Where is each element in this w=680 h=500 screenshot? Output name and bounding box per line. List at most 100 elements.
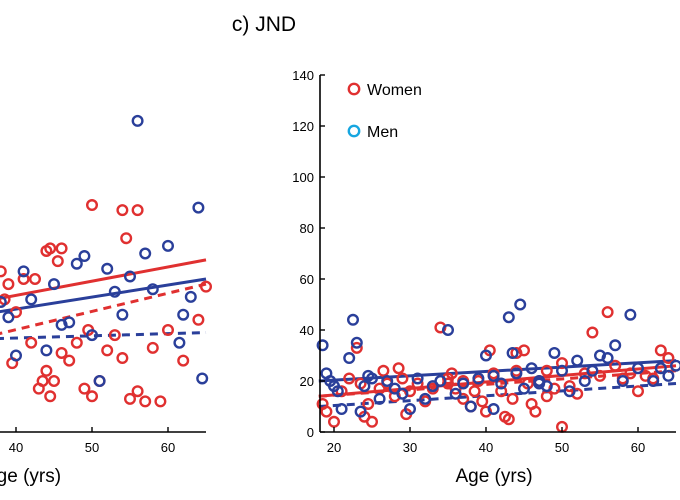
left-point-women (154, 395, 167, 408)
right-point-men (510, 367, 523, 380)
right-point-women (350, 341, 363, 354)
right-x-tick-label: 20 (327, 440, 341, 455)
right-point-men (586, 364, 599, 377)
right-point-men (464, 400, 477, 413)
right-point-women (468, 385, 481, 398)
left-point-men (85, 329, 98, 342)
left-point-women (161, 324, 174, 337)
right-y-tick-label: 140 (292, 68, 314, 83)
right-point-men (381, 375, 394, 388)
left-point-women (192, 313, 205, 326)
left-point-women (139, 395, 152, 408)
right-point-men (350, 336, 363, 349)
right-point-women (476, 395, 489, 408)
left-point-women (78, 382, 91, 395)
left-point-men (146, 283, 159, 296)
right-point-men (654, 362, 667, 375)
right-point-men (601, 352, 614, 365)
right-y-tick-label: 40 (300, 323, 314, 338)
left-point-women (131, 204, 144, 217)
right-x-tick-label: 60 (631, 440, 645, 455)
right-y-tick-label: 80 (300, 221, 314, 236)
right-point-men (556, 364, 569, 377)
left-point-women (101, 344, 114, 357)
left-point-women (116, 204, 129, 217)
chart-title: c) JND (232, 13, 296, 36)
right-point-men (331, 385, 344, 398)
right-point-men (449, 387, 462, 400)
left-point-women (44, 390, 57, 403)
right-point-men (624, 308, 637, 321)
right-point-men (647, 375, 660, 388)
right-point-men (487, 369, 500, 382)
right-point-women (320, 405, 333, 418)
right-point-men (472, 372, 485, 385)
left-point-women (55, 242, 68, 255)
left-point-women (108, 329, 121, 342)
right-point-men (578, 375, 591, 388)
left-point-men (184, 290, 197, 303)
left-point-women (199, 280, 212, 293)
left-point-men (55, 318, 68, 331)
right-x-tick-label: 40 (479, 440, 493, 455)
right-point-men (487, 403, 500, 416)
right-point-women (571, 387, 584, 400)
right-point-women (366, 415, 379, 428)
left-point-women (36, 375, 49, 388)
right-point-women (586, 326, 599, 339)
left-point-men (0, 295, 7, 308)
left-point-men (40, 344, 53, 357)
right-y-tick-label: 100 (292, 170, 314, 185)
right-point-men (662, 369, 675, 382)
right-point-men (335, 403, 348, 416)
right-x-ticks: 20 30 40 50 60 (327, 427, 645, 455)
left-point-women (44, 242, 57, 255)
right-fit-dashed-women (318, 369, 677, 398)
left-point-men (161, 239, 174, 252)
right-point-women (445, 367, 458, 380)
right-point-men (514, 298, 527, 311)
left-point-men (108, 285, 121, 298)
left-fit-dashed-men (0, 331, 207, 340)
right-point-women (609, 359, 622, 372)
left-point-women (177, 354, 190, 367)
left-x-axis-label: Age (yrs) (0, 466, 61, 487)
right-point-men (354, 405, 367, 418)
right-point-women (556, 357, 569, 370)
right-point-women (632, 385, 645, 398)
right-point-men (366, 372, 379, 385)
right-point-women (377, 364, 390, 377)
right-point-women (578, 367, 591, 380)
left-point-women (116, 352, 129, 365)
right-y-tick-label: 120 (292, 119, 314, 134)
left-point-women (85, 390, 98, 403)
left-point-women (63, 354, 76, 367)
left-x-ticks: 40 50 60 (9, 427, 175, 455)
right-point-men (358, 380, 371, 393)
left-point-women (70, 336, 83, 349)
legend-marker-men (347, 124, 361, 138)
legend: Women Men (347, 82, 422, 141)
right-point-women (442, 377, 455, 390)
right-point-women (502, 413, 515, 426)
left-fit-solid-men (0, 277, 207, 314)
right-point-women (343, 372, 356, 385)
left-point-women (85, 199, 98, 212)
left-point-women (120, 232, 133, 245)
right-point-men (571, 354, 584, 367)
left-point-men (177, 308, 190, 321)
right-point-men (518, 382, 531, 395)
left-point-women (146, 341, 159, 354)
left-point-women (17, 273, 30, 286)
left-point-men (139, 247, 152, 260)
left-point-men (173, 336, 186, 349)
right-point-women (411, 377, 424, 390)
left-point-men (78, 250, 91, 263)
left-point-men (93, 375, 106, 388)
left-x-tick-label: 60 (161, 440, 175, 455)
right-points (316, 298, 680, 433)
left-points (0, 114, 212, 408)
left-point-men (25, 293, 38, 306)
right-point-women (480, 405, 493, 418)
right-point-women (506, 392, 519, 405)
